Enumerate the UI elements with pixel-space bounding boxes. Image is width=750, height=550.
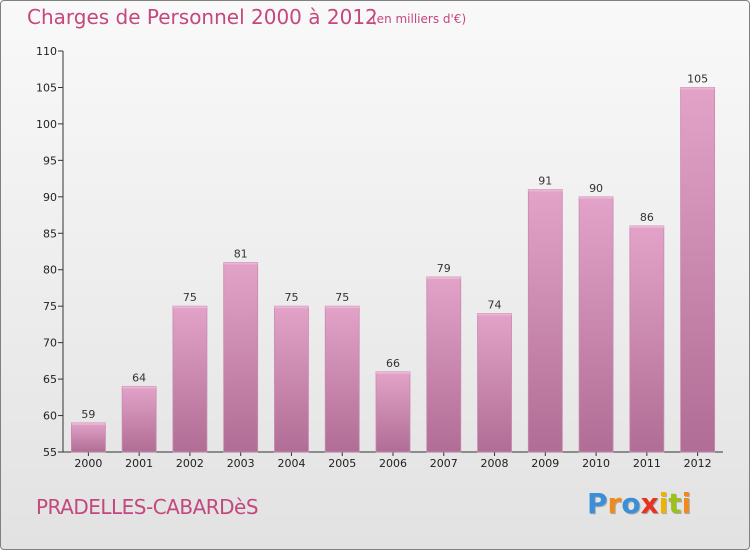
x-tick-label: 2011 bbox=[633, 457, 661, 470]
x-tick-label: 2006 bbox=[379, 457, 407, 470]
bar-top-2011 bbox=[629, 225, 664, 228]
bar-top-2009 bbox=[528, 189, 563, 192]
chart-bars bbox=[70, 87, 716, 453]
bar-2012 bbox=[680, 87, 716, 453]
logo-letter: i bbox=[681, 487, 692, 520]
y-tick-label: 110 bbox=[36, 45, 57, 58]
data-label: 79 bbox=[437, 262, 451, 275]
bar-2008 bbox=[477, 313, 512, 453]
bar-top-2008 bbox=[477, 313, 512, 316]
bar-2010 bbox=[578, 196, 614, 453]
data-label: 81 bbox=[234, 247, 248, 260]
bar-2004 bbox=[274, 305, 309, 453]
logo-letter: r bbox=[607, 487, 622, 520]
commune-name: PRADELLES-CABARDèS bbox=[36, 495, 259, 519]
x-tick-label: 2001 bbox=[125, 457, 153, 470]
x-tick-label: 2003 bbox=[227, 457, 255, 470]
x-tick-label: 2007 bbox=[430, 457, 458, 470]
logo-letter: o bbox=[621, 487, 641, 520]
y-tick-label: 75 bbox=[43, 300, 57, 313]
x-tick-label: 2012 bbox=[684, 457, 712, 470]
y-tick-label: 70 bbox=[43, 337, 57, 350]
bar-top-2006 bbox=[376, 371, 410, 374]
x-tick-label: 2000 bbox=[74, 457, 102, 470]
y-tick-label: 95 bbox=[43, 154, 57, 167]
data-label: 86 bbox=[640, 211, 654, 224]
bar-2000 bbox=[70, 422, 106, 453]
bar-top-2004 bbox=[274, 306, 309, 309]
bar-top-2010 bbox=[579, 196, 614, 199]
bar-2005 bbox=[324, 305, 360, 453]
data-label: 91 bbox=[538, 175, 552, 188]
x-tick-label: 2008 bbox=[481, 457, 509, 470]
bar-top-2001 bbox=[122, 386, 157, 389]
bar-top-2003 bbox=[223, 262, 258, 265]
logo-letter: i bbox=[658, 487, 669, 520]
bar-top-2005 bbox=[325, 306, 360, 309]
data-label: 75 bbox=[335, 291, 349, 304]
logo-letter: P bbox=[587, 487, 608, 520]
y-tick-label: 65 bbox=[43, 373, 57, 386]
y-tick-label: 55 bbox=[43, 446, 57, 459]
bar-2009 bbox=[527, 189, 563, 453]
y-tick-label: 85 bbox=[43, 227, 57, 240]
data-label: 59 bbox=[81, 408, 95, 421]
bar-top-2000 bbox=[71, 422, 106, 425]
bar-2006 bbox=[375, 371, 411, 453]
bar-top-2012 bbox=[680, 87, 715, 90]
bar-top-2002 bbox=[172, 306, 207, 309]
bar-2001 bbox=[121, 385, 157, 453]
x-tick-label: 2010 bbox=[582, 457, 610, 470]
x-tick-label: 2009 bbox=[531, 457, 559, 470]
bar-2011 bbox=[629, 225, 665, 453]
data-label: 74 bbox=[488, 298, 502, 311]
bar-top-2007 bbox=[426, 277, 461, 280]
x-tick-label: 2005 bbox=[328, 457, 356, 470]
data-label: 64 bbox=[132, 371, 146, 384]
chart-labels: 59 2000 64 2001 75 2002 81 2003 75 2004 75 2005 66 20… bbox=[74, 72, 711, 470]
data-label: 90 bbox=[589, 182, 603, 195]
chart-subtitle: (en milliers d'€) bbox=[372, 12, 467, 26]
x-tick-label: 2002 bbox=[176, 457, 204, 470]
proxiti-logo: Proxiti bbox=[587, 487, 691, 520]
y-tick-label: 80 bbox=[43, 264, 57, 277]
bar-2007 bbox=[426, 276, 462, 453]
data-label: 105 bbox=[687, 72, 708, 85]
data-label: 75 bbox=[183, 291, 197, 304]
y-tick-label: 105 bbox=[36, 81, 57, 94]
data-label: 75 bbox=[284, 291, 298, 304]
x-tick-label: 2004 bbox=[277, 457, 305, 470]
data-label: 66 bbox=[386, 357, 400, 370]
bar-2003 bbox=[223, 262, 259, 453]
y-tick-label: 60 bbox=[43, 410, 57, 423]
bar-2002 bbox=[172, 305, 208, 453]
y-tick-label: 90 bbox=[43, 191, 57, 204]
y-tick-label: 100 bbox=[36, 118, 57, 131]
chart-title: Charges de Personnel 2000 à 2012 bbox=[27, 5, 378, 29]
logo-letter: x bbox=[640, 487, 659, 520]
chart-axes: 55 60 65 70 75 80 85 90 95 100 105 110 bbox=[36, 45, 723, 459]
logo-letter: t bbox=[668, 487, 682, 520]
